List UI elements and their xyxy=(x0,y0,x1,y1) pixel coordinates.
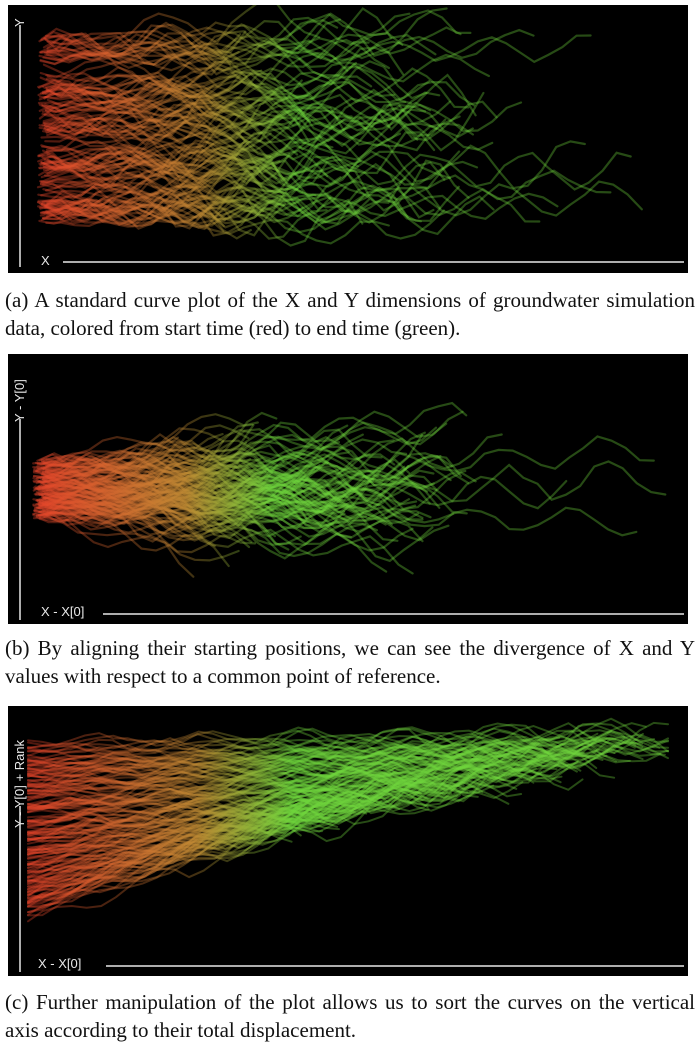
trajectory-curve xyxy=(42,410,448,465)
trajectory-curve xyxy=(42,145,329,178)
trajectory-curve xyxy=(44,115,461,152)
trajectory-curve xyxy=(27,824,302,917)
trajectory-curve xyxy=(33,433,224,484)
trajectory-curve xyxy=(40,151,632,191)
trajectory-curve xyxy=(43,159,470,212)
trajectory-curve xyxy=(40,194,332,224)
trajectory-curve xyxy=(46,12,411,47)
trajectory-curve xyxy=(27,737,622,780)
figure-b-y-axis-label: Y - Y[0] xyxy=(12,379,27,422)
figure-a-caption: (a) A standard curve plot of the X and Y… xyxy=(5,288,695,340)
trajectory-curve xyxy=(27,826,257,914)
trajectory-curve xyxy=(41,453,396,503)
figure-a-plot: Y X xyxy=(8,5,688,273)
trajectory-curve xyxy=(40,32,239,72)
trajectory-curve xyxy=(42,60,303,107)
trajectory-curve xyxy=(27,807,322,891)
trajectory-curve xyxy=(27,787,390,856)
figure-c-caption: (c) Further manipulation of the plot all… xyxy=(5,990,695,1042)
trajectory-curve xyxy=(27,813,320,904)
trajectory-curve xyxy=(40,180,643,217)
figure-c-y-axis-label: Y - Y[0] + Rank xyxy=(12,739,27,828)
trajectory-curve xyxy=(44,104,310,146)
trajectory-curve xyxy=(27,804,303,905)
trajectory-curve xyxy=(27,829,293,923)
trajectory-curve xyxy=(27,813,234,916)
trajectory-curve xyxy=(39,85,279,110)
trajectory-curve xyxy=(27,735,625,770)
trajectory-curve xyxy=(46,100,498,143)
figure-c-curves xyxy=(19,717,684,972)
trajectory-curve xyxy=(36,410,464,471)
trajectory-curve xyxy=(45,53,490,91)
trajectory-curve xyxy=(40,185,251,205)
trajectory-curve xyxy=(46,200,243,227)
trajectory-curve xyxy=(37,469,435,517)
figure-a-curves xyxy=(19,5,684,267)
figure-a-y-axis-label: Y xyxy=(12,18,27,27)
trajectory-curve xyxy=(27,732,599,772)
trajectory-curve xyxy=(27,804,274,902)
trajectory-curve xyxy=(41,473,329,509)
trajectory-curve xyxy=(33,503,434,563)
trajectory-curve xyxy=(45,197,364,247)
trajectory-curve xyxy=(27,722,647,752)
trajectory-curve xyxy=(44,33,228,76)
trajectory-curve xyxy=(45,38,390,70)
trajectory-curve xyxy=(37,510,388,573)
trajectory-curve xyxy=(44,91,485,152)
trajectory-curve xyxy=(43,87,447,137)
figure-c-x-axis-label: X - X[0] xyxy=(38,956,82,971)
trajectory-curve xyxy=(34,485,290,551)
trajectory-curve xyxy=(32,468,393,528)
trajectory-curve xyxy=(45,127,250,161)
trajectory-curve xyxy=(27,795,356,867)
trajectory-curve xyxy=(40,7,448,62)
figure-b-plot: Y - Y[0] X - X[0] xyxy=(8,354,688,624)
trajectory-curve xyxy=(27,721,669,753)
trajectory-curve xyxy=(42,160,435,219)
trajectory-curve xyxy=(37,464,321,500)
trajectory-curve xyxy=(37,169,365,208)
trajectory-curve xyxy=(27,822,340,908)
trajectory-curve xyxy=(35,458,411,508)
figure-a-x-axis-label: X xyxy=(41,253,50,268)
figure-b-x-axis-label: X - X[0] xyxy=(41,604,85,619)
trajectory-curve xyxy=(41,86,255,127)
figure-b-curves xyxy=(19,401,684,620)
trajectory-curve xyxy=(39,180,541,223)
trajectory-curve xyxy=(36,481,275,540)
trajectory-curve xyxy=(39,34,437,66)
figure-b-caption: (b) By aligning their starting positions… xyxy=(5,636,695,688)
trajectory-curve xyxy=(27,816,319,893)
figure-c-plot: Y - Y[0] + Rank X - X[0] xyxy=(8,706,688,976)
trajectory-curve xyxy=(42,49,358,79)
trajectory-curve xyxy=(32,427,225,483)
